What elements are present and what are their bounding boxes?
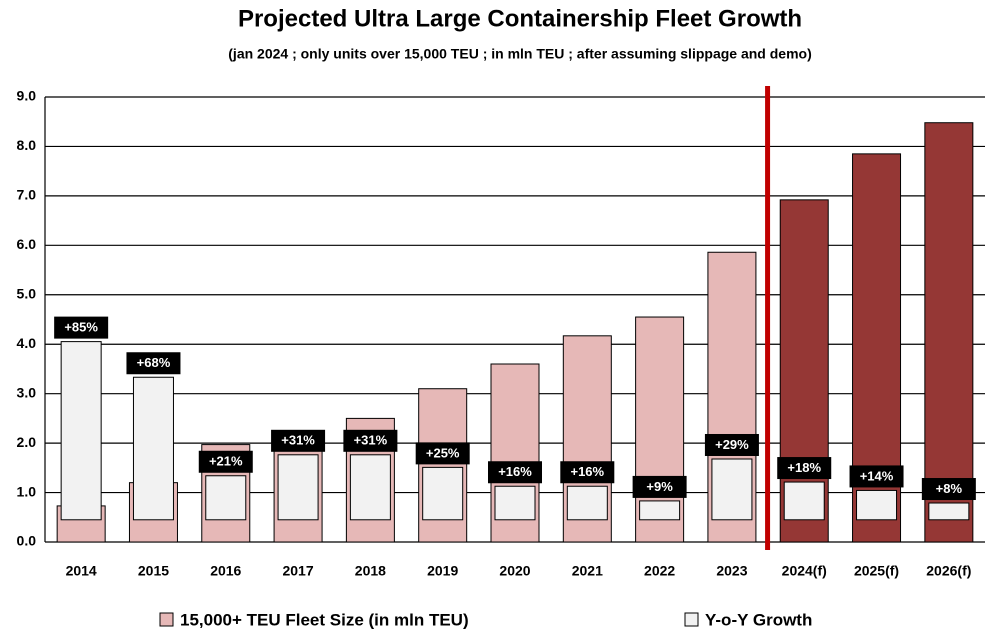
x-tick-label: 2024(f) xyxy=(782,563,827,579)
value-label: +29% xyxy=(715,437,749,452)
growth-bar xyxy=(277,454,319,521)
y-tick-label: 6.0 xyxy=(17,236,37,252)
legend-swatch xyxy=(159,612,174,627)
x-tick-label: 2022 xyxy=(644,563,675,579)
value-label: +21% xyxy=(209,454,243,469)
value-label-box xyxy=(54,316,109,339)
growth-bar xyxy=(132,376,174,521)
growth-bar xyxy=(566,485,608,521)
value-label: +9% xyxy=(646,479,673,494)
x-tick-label: 2018 xyxy=(355,563,386,579)
y-tick-label: 5.0 xyxy=(17,285,37,301)
legend-label: Y-o-Y Growth xyxy=(705,610,812,629)
x-tick-label: 2020 xyxy=(499,563,530,579)
x-tick-label: 2019 xyxy=(427,563,458,579)
growth-bar xyxy=(856,489,898,521)
value-label: +25% xyxy=(426,445,460,460)
y-tick-label: 8.0 xyxy=(17,137,37,153)
value-label-box xyxy=(126,352,181,375)
fleet-bar xyxy=(924,122,974,543)
y-tick-label: 2.0 xyxy=(17,434,37,450)
value-label: +14% xyxy=(860,468,894,483)
y-tick-label: 9.0 xyxy=(17,88,37,104)
legend-label: 15,000+ TEU Fleet Size (in mln TEU) xyxy=(180,610,469,629)
value-label: +31% xyxy=(354,433,388,448)
value-label: +8% xyxy=(936,481,963,496)
value-label-box xyxy=(343,429,398,452)
value-label-box xyxy=(632,475,687,498)
value-label: +68% xyxy=(137,355,171,370)
x-tick-label: 2021 xyxy=(572,563,603,579)
y-tick-label: 0.0 xyxy=(17,533,37,549)
value-label-box xyxy=(415,442,470,465)
legend-swatch xyxy=(684,612,699,627)
growth-bar xyxy=(205,475,247,521)
x-tick-label: 2017 xyxy=(282,563,313,579)
growth-bar xyxy=(422,466,464,521)
x-tick-label: 2025(f) xyxy=(854,563,899,579)
growth-bar xyxy=(928,502,970,521)
growth-bar xyxy=(783,481,825,521)
value-label-box xyxy=(777,457,832,480)
x-tick-label: 2026(f) xyxy=(926,563,971,579)
y-tick-label: 7.0 xyxy=(17,187,37,203)
chart-subtitle: (jan 2024 ; only units over 15,000 TEU ;… xyxy=(228,46,811,62)
y-tick-label: 1.0 xyxy=(17,483,37,499)
chart-title: Projected Ultra Large Containership Flee… xyxy=(238,5,802,32)
value-label: +85% xyxy=(64,320,98,335)
value-label: +31% xyxy=(281,433,315,448)
value-label-box xyxy=(271,429,326,452)
x-tick-label: 2016 xyxy=(210,563,241,579)
growth-bar xyxy=(494,485,536,521)
value-label: +16% xyxy=(498,464,532,479)
x-tick-label: 2023 xyxy=(716,563,747,579)
x-tick-label: 2014 xyxy=(66,563,97,579)
growth-bar xyxy=(349,454,391,521)
growth-bar xyxy=(60,341,102,521)
value-label: +18% xyxy=(787,460,821,475)
value-label: +16% xyxy=(570,464,604,479)
value-label-box xyxy=(488,461,542,484)
x-tick-label: 2015 xyxy=(138,563,169,579)
growth-bar xyxy=(711,458,753,521)
value-label-box xyxy=(849,465,904,488)
value-label-box xyxy=(921,478,976,501)
y-tick-label: 3.0 xyxy=(17,384,37,400)
value-label-box xyxy=(198,450,253,473)
y-tick-label: 4.0 xyxy=(17,335,37,351)
growth-bar xyxy=(639,500,681,521)
value-label-box xyxy=(704,433,759,456)
value-label-box xyxy=(560,461,615,484)
